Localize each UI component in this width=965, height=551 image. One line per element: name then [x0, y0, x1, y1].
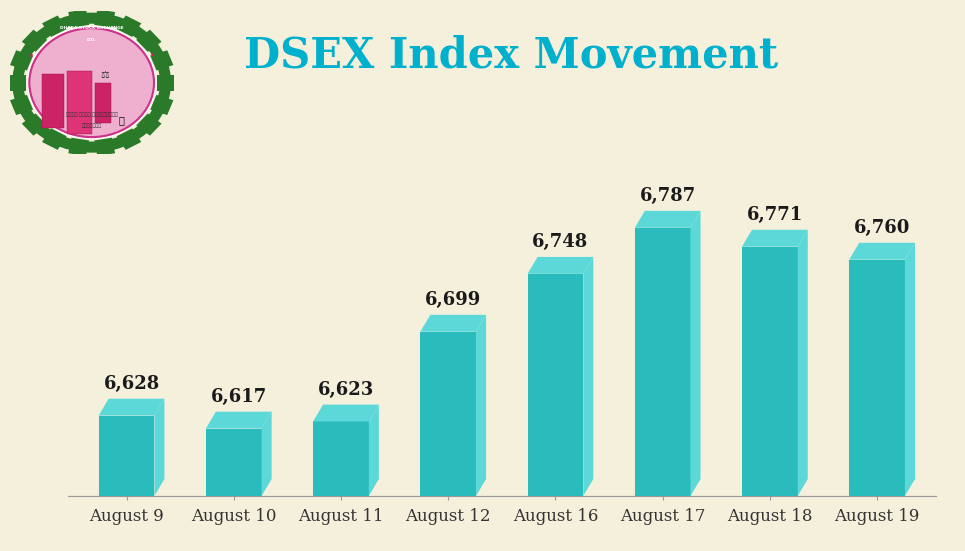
Polygon shape — [313, 404, 379, 422]
Polygon shape — [691, 211, 701, 496]
Polygon shape — [421, 332, 476, 496]
Polygon shape — [528, 274, 583, 496]
Polygon shape — [136, 30, 161, 52]
Polygon shape — [136, 114, 161, 136]
Text: ★: ★ — [150, 53, 154, 58]
Polygon shape — [10, 50, 33, 71]
Polygon shape — [798, 230, 808, 496]
Polygon shape — [635, 228, 691, 496]
Polygon shape — [42, 15, 67, 37]
Polygon shape — [22, 30, 47, 52]
Text: 🌿: 🌿 — [119, 116, 124, 126]
Text: 6,787: 6,787 — [640, 187, 696, 206]
Polygon shape — [313, 422, 369, 496]
Text: লিমিটেড: লিমিটেড — [82, 123, 101, 128]
Polygon shape — [206, 412, 272, 429]
Polygon shape — [476, 315, 486, 496]
Bar — [95, 83, 111, 123]
Polygon shape — [849, 243, 915, 260]
Polygon shape — [69, 138, 89, 156]
Polygon shape — [117, 15, 141, 37]
Text: 6,771: 6,771 — [747, 206, 803, 224]
Text: ★: ★ — [29, 53, 34, 58]
Polygon shape — [151, 95, 174, 115]
Polygon shape — [262, 412, 272, 496]
Polygon shape — [635, 211, 701, 228]
Polygon shape — [69, 9, 89, 28]
Polygon shape — [95, 9, 115, 28]
Polygon shape — [98, 415, 154, 496]
Polygon shape — [42, 128, 67, 150]
Polygon shape — [583, 257, 593, 496]
Polygon shape — [98, 399, 164, 415]
Polygon shape — [206, 429, 262, 496]
Text: DHAKA STOCK EXCHANGE: DHAKA STOCK EXCHANGE — [60, 26, 124, 30]
Polygon shape — [369, 404, 379, 496]
Bar — [67, 71, 92, 134]
Text: LTD.: LTD. — [87, 37, 96, 42]
Polygon shape — [157, 75, 176, 90]
Text: 6,760: 6,760 — [854, 219, 910, 237]
Polygon shape — [95, 138, 115, 156]
Polygon shape — [117, 128, 141, 150]
Polygon shape — [154, 399, 164, 496]
Circle shape — [28, 27, 155, 138]
Polygon shape — [10, 95, 33, 115]
Polygon shape — [528, 257, 593, 274]
Text: 6,617: 6,617 — [210, 388, 267, 406]
Circle shape — [29, 28, 154, 137]
Bar — [42, 74, 64, 128]
Polygon shape — [905, 243, 915, 496]
Text: 6,748: 6,748 — [533, 234, 589, 251]
Polygon shape — [849, 260, 905, 496]
Polygon shape — [742, 230, 808, 247]
Polygon shape — [22, 114, 47, 136]
Polygon shape — [151, 50, 174, 71]
Polygon shape — [421, 315, 486, 332]
Text: 6,623: 6,623 — [317, 381, 374, 399]
Text: 6,699: 6,699 — [425, 291, 482, 309]
Text: ⚖: ⚖ — [100, 70, 109, 80]
Polygon shape — [742, 247, 798, 496]
Text: 6,628: 6,628 — [103, 375, 159, 393]
Text: DSEX Index Movement: DSEX Index Movement — [244, 34, 779, 76]
Polygon shape — [8, 75, 26, 90]
Text: ঢাকা স্টক এক্সচেঞ্জ: ঢাকা স্টক এক্সচেঞ্জ — [66, 112, 118, 117]
